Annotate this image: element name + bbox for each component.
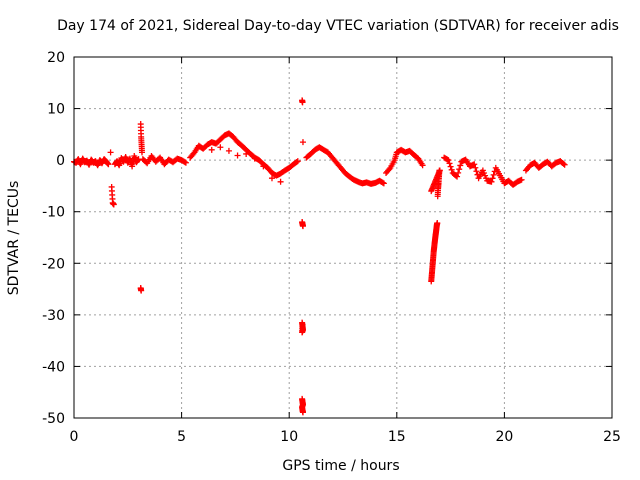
chart-title: Day 174 of 2021, Sidereal Day-to-day VTE… [57, 18, 619, 34]
data-point [488, 178, 495, 185]
y-tick-label: -20 [42, 256, 65, 272]
data-point [446, 160, 453, 167]
data-point [234, 152, 241, 159]
data-point [561, 161, 568, 168]
data-point [299, 321, 306, 328]
x-tick-label: 5 [177, 429, 186, 445]
data-point [454, 173, 461, 180]
data-point [518, 176, 525, 183]
data-point [419, 162, 426, 169]
data-point [217, 144, 224, 151]
plot-frame [73, 56, 613, 419]
data-point [107, 149, 114, 156]
data-point [490, 171, 497, 178]
data-point [294, 158, 301, 165]
grid-lines [74, 57, 612, 418]
data-point [299, 223, 306, 230]
data-point [260, 163, 267, 170]
x-tick-label: 25 [603, 429, 621, 445]
data-point [225, 147, 232, 154]
data-point [251, 155, 258, 162]
y-tick-label: 0 [56, 153, 65, 169]
data-point [299, 409, 306, 416]
y-tick-label: -30 [42, 308, 65, 324]
data-point [386, 166, 393, 173]
data-point [473, 168, 480, 175]
data-point [380, 180, 387, 187]
y-tick-label: -40 [42, 359, 65, 375]
x-axis-label: GPS time / hours [282, 458, 399, 474]
data-point [489, 175, 496, 182]
data-point [138, 287, 145, 294]
data-point [445, 157, 452, 164]
x-tick-label: 10 [280, 429, 298, 445]
data-point [456, 166, 463, 173]
y-tick-label: -50 [42, 411, 65, 427]
data-point [268, 175, 275, 182]
y-axis-label: SDTVAR / TECUs [6, 181, 22, 296]
data-point [182, 159, 189, 166]
y-tick-label: 20 [47, 50, 65, 66]
y-tick-label: 10 [47, 102, 65, 118]
data-point [471, 161, 478, 168]
data-point [299, 139, 306, 146]
data-point [293, 158, 300, 165]
x-tick-label: 0 [70, 429, 79, 445]
data-point [110, 201, 117, 208]
axis-ticks: 0 5 10 15 20 25 -50 -40 -30 -20 -10 0 10 20 [42, 50, 621, 445]
data-point [436, 167, 443, 174]
y-tick-label: -10 [42, 205, 65, 221]
data-point [434, 220, 441, 227]
data-points [71, 97, 568, 416]
x-tick-label: 15 [388, 429, 406, 445]
data-point [105, 161, 112, 168]
data-point [457, 162, 464, 169]
data-point [472, 164, 479, 171]
data-point [455, 169, 462, 176]
data-point [243, 150, 250, 157]
data-point [299, 99, 306, 106]
data-point [560, 160, 567, 167]
x-tick-label: 20 [495, 429, 513, 445]
data-point [277, 178, 284, 185]
data-point [208, 146, 215, 153]
data-point [448, 166, 455, 173]
data-point [447, 163, 454, 170]
data-point [139, 149, 146, 156]
